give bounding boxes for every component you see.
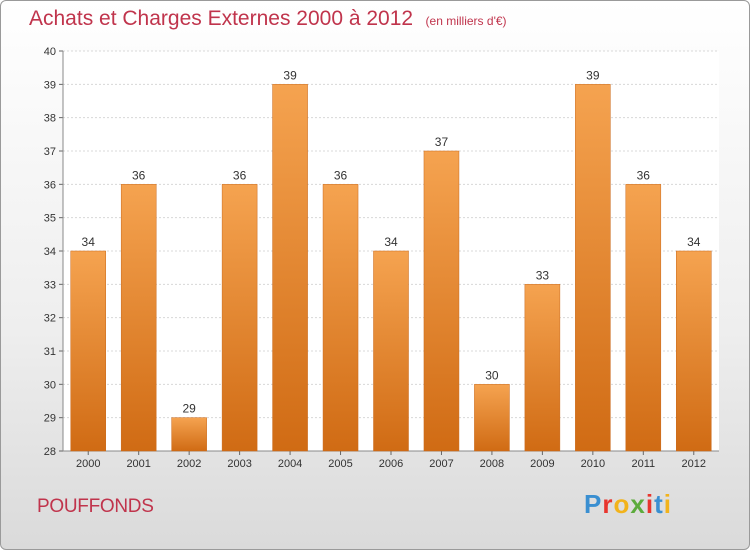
x-tick-label: 2000 <box>76 458 100 470</box>
bar-value-label: 34 <box>687 235 701 249</box>
bar-value-label: 36 <box>132 168 146 182</box>
x-tick-label: 2009 <box>530 458 554 470</box>
x-tick-label: 2008 <box>480 458 504 470</box>
y-tick-label: 31 <box>44 346 56 358</box>
bar <box>423 150 460 452</box>
logo-letter: o <box>613 489 631 519</box>
logo-letter: i <box>663 489 672 519</box>
chart-header: Achats et Charges Externes 2000 à 2012 (… <box>29 7 507 31</box>
bar-value-label: 30 <box>485 368 499 382</box>
x-tick-label: 2002 <box>177 458 201 470</box>
bar-value-label: 37 <box>435 135 449 149</box>
proxiti-logo[interactable]: Proxiti <box>584 489 672 520</box>
bar-value-label: 34 <box>82 235 96 249</box>
bar-value-label: 36 <box>233 168 247 182</box>
bar <box>625 184 662 452</box>
bar <box>70 250 106 452</box>
bar <box>120 184 157 452</box>
bar <box>373 250 409 452</box>
bar <box>676 250 712 452</box>
chart-subtitle: (en milliers d'€) <box>425 14 507 28</box>
logo-letter: x <box>630 489 646 519</box>
bar-value-label: 36 <box>637 168 651 182</box>
x-tick-label: 2010 <box>581 458 605 470</box>
x-tick-label: 2005 <box>328 458 352 470</box>
commune-name: POUFFONDS <box>37 496 154 517</box>
y-tick-label: 30 <box>44 379 56 391</box>
bar <box>221 184 258 452</box>
logo-letter: t <box>654 489 664 519</box>
bar-value-label: 39 <box>283 68 297 82</box>
bar <box>474 384 510 452</box>
logo-letter: i <box>645 489 655 519</box>
x-tick-label: 2007 <box>429 458 453 470</box>
x-tick-label: 2012 <box>682 458 706 470</box>
bar-value-label: 34 <box>384 235 398 249</box>
y-tick-label: 32 <box>44 313 56 325</box>
x-tick-label: 2011 <box>631 458 655 470</box>
y-tick-label: 35 <box>44 213 56 225</box>
y-tick-label: 38 <box>44 113 56 125</box>
bar-value-label: 29 <box>182 402 196 416</box>
y-tick-label: 33 <box>44 279 56 291</box>
y-tick-label: 39 <box>44 79 56 91</box>
bar-value-label: 33 <box>536 268 550 282</box>
x-tick-label: 2006 <box>379 458 403 470</box>
bar <box>322 184 359 452</box>
bar-value-label: 39 <box>586 68 600 82</box>
y-tick-label: 37 <box>44 146 56 158</box>
y-tick-label: 29 <box>44 413 56 425</box>
axis-layer: 28 29 30 31 32 33 34 35 36 37 38 39 40 2000 2001 2002 20… <box>44 46 719 470</box>
bar <box>171 417 207 452</box>
bar <box>575 84 611 452</box>
bar-layer <box>70 84 712 452</box>
x-tick-label: 2001 <box>126 458 150 470</box>
y-tick-label: 28 <box>44 446 56 458</box>
y-tick-label: 34 <box>44 246 56 258</box>
y-tick-label: 40 <box>44 46 56 58</box>
logo-letter: r <box>602 489 614 519</box>
chart-title: Achats et Charges Externes 2000 à 2012 <box>29 7 414 30</box>
x-tick-label: 2004 <box>278 458 302 470</box>
bar-value-label: 36 <box>334 168 348 182</box>
y-tick-label: 36 <box>44 179 56 191</box>
label-layer: 34 36 29 36 39 36 34 37 30 33 39 36 34 <box>82 68 701 415</box>
bar <box>524 284 561 452</box>
logo-letter: P <box>584 489 603 519</box>
bar <box>272 84 308 452</box>
x-tick-label: 2003 <box>227 458 251 470</box>
